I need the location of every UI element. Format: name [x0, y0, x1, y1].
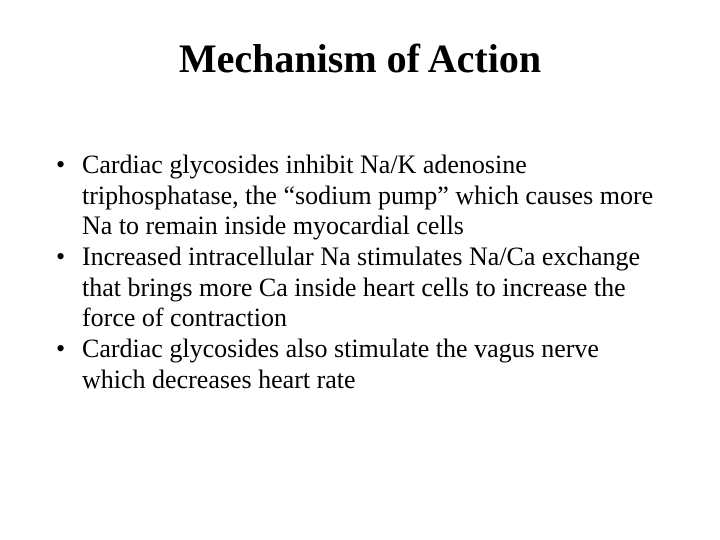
slide-body: Cardiac glycosides inhibit Na/K adenosin…: [54, 150, 666, 395]
slide: Mechanism of Action Cardiac glycosides i…: [0, 0, 720, 540]
slide-title: Mechanism of Action: [0, 35, 720, 82]
bullet-item: Cardiac glycosides inhibit Na/K adenosin…: [54, 150, 666, 242]
bullet-item: Increased intracellular Na stimulates Na…: [54, 242, 666, 334]
bullet-item: Cardiac glycosides also stimulate the va…: [54, 334, 666, 395]
bullet-list: Cardiac glycosides inhibit Na/K adenosin…: [54, 150, 666, 395]
